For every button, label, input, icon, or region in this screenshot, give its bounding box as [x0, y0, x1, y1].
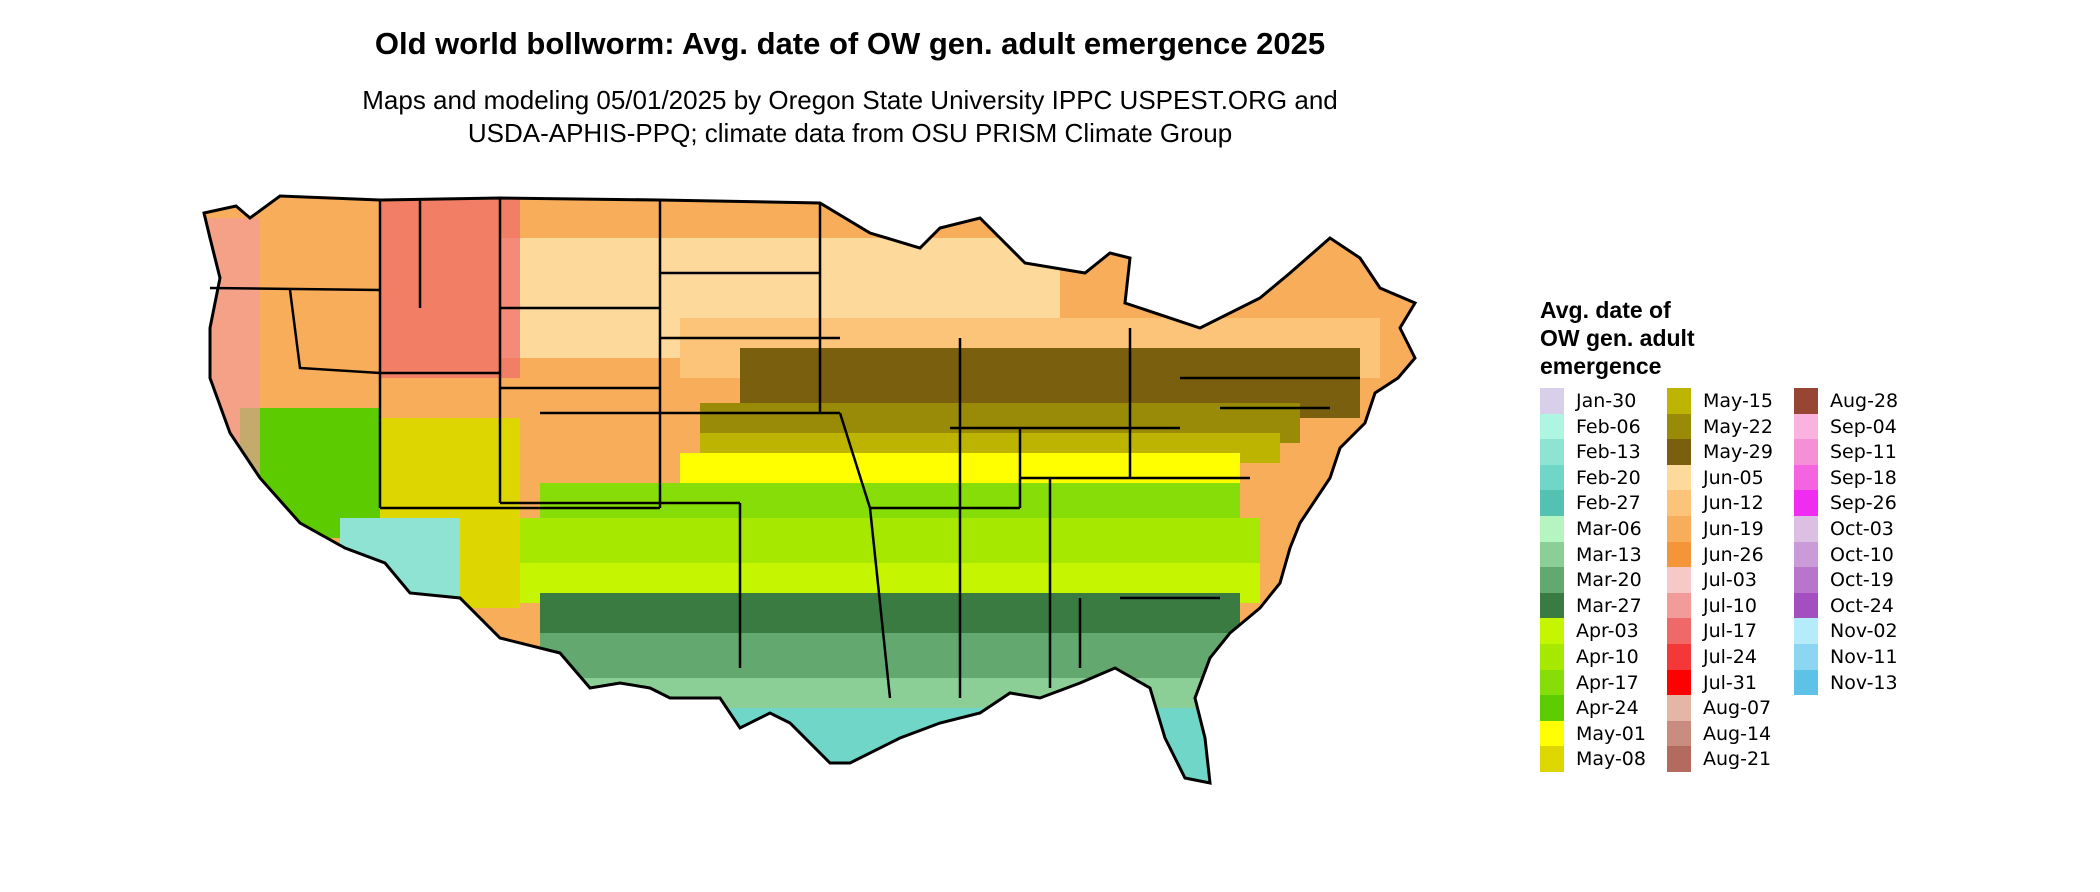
legend-label: Feb-13 [1576, 441, 1641, 464]
legend-swatch [1540, 515, 1564, 542]
legend-label: Feb-27 [1576, 492, 1641, 515]
legend-label: Aug-21 [1703, 748, 1772, 771]
legend-swatch [1667, 464, 1691, 491]
legend-label: Aug-07 [1703, 697, 1772, 720]
legend-label: Jul-10 [1703, 594, 1757, 617]
legend-label: Sep-04 [1830, 415, 1897, 438]
legend-label: May-01 [1576, 722, 1646, 745]
legend-swatch [1540, 720, 1564, 747]
legend-swatch [1794, 439, 1818, 465]
legend-label: Jun-19 [1703, 517, 1764, 540]
legend-swatch [1667, 695, 1691, 721]
legend-swatch [1667, 541, 1691, 568]
legend-swatch [1540, 618, 1564, 644]
legend-swatch [1794, 669, 1818, 696]
legend-swatch [1667, 388, 1691, 414]
legend-label: Aug-14 [1703, 722, 1772, 745]
legend-label: Nov-11 [1830, 645, 1898, 668]
legend-swatch [1794, 592, 1818, 619]
legend-swatch [1794, 413, 1818, 440]
legend-title-line-3: emergence [1540, 353, 1662, 379]
legend-swatch [1794, 618, 1818, 644]
legend-swatch [1540, 541, 1564, 568]
legend-swatch [1540, 669, 1564, 696]
legend-label: Nov-02 [1830, 620, 1898, 643]
legend-label: Mar-06 [1576, 517, 1642, 540]
subtitle-line-1: Maps and modeling 05/01/2025 by Oregon S… [362, 85, 1338, 115]
legend-label: Jun-12 [1703, 492, 1764, 515]
map-title: Old world bollworm: Avg. date of OW gen.… [374, 26, 1326, 61]
legend-label: Jul-31 [1703, 671, 1757, 694]
legend-label: Jun-05 [1703, 466, 1764, 489]
legend-swatch [1540, 567, 1564, 593]
legend-label: May-08 [1576, 748, 1646, 771]
legend-label: Oct-24 [1830, 594, 1894, 617]
legend-label: Feb-06 [1576, 415, 1641, 438]
legend-swatch [1540, 464, 1564, 491]
legend-label: Apr-10 [1576, 645, 1639, 668]
legend-swatch [1794, 464, 1818, 491]
legend-swatch [1794, 515, 1818, 542]
legend-label: Apr-24 [1576, 697, 1639, 720]
legend-label: Nov-13 [1830, 671, 1898, 694]
legend-label: Sep-26 [1830, 492, 1897, 515]
legend-swatch [1667, 618, 1691, 644]
legend-swatch [1667, 439, 1691, 465]
legend-swatch [1667, 746, 1691, 772]
legend-swatch [1794, 567, 1818, 593]
legend-swatch [1540, 490, 1564, 516]
legend-label: Mar-13 [1576, 543, 1642, 566]
legend-title-line-1: Avg. date of [1540, 297, 1671, 323]
map-subtitle: Maps and modeling 05/01/2025 by Oregon S… [0, 84, 1700, 150]
legend-label: Oct-10 [1830, 543, 1894, 566]
legend-swatch [1794, 541, 1818, 568]
us-emergence-map [202, 194, 1418, 785]
legend-label: Mar-27 [1576, 594, 1642, 617]
us-outline [202, 194, 1418, 785]
state-boundaries [209, 198, 1360, 699]
legend-swatch [1540, 643, 1564, 670]
legend-label: Sep-11 [1830, 441, 1897, 464]
legend-label: May-22 [1703, 415, 1773, 438]
legend-swatch [1794, 388, 1818, 414]
legend-swatch [1540, 695, 1564, 721]
legend-title: Avg. date of OW gen. adult emergence [1540, 296, 1695, 380]
legend-label: Jan-30 [1576, 390, 1637, 412]
legend-swatch [1540, 388, 1564, 414]
legend-label: Oct-03 [1830, 517, 1894, 540]
legend-swatch [1667, 592, 1691, 619]
legend-label: May-15 [1703, 390, 1773, 412]
legend-label: Sep-18 [1830, 466, 1897, 489]
legend-swatch [1667, 567, 1691, 593]
legend-label: Jul-24 [1703, 645, 1757, 668]
legend-swatch [1540, 746, 1564, 772]
legend-swatch [1667, 720, 1691, 747]
legend-swatch [1540, 439, 1564, 465]
legend-swatch [1667, 413, 1691, 440]
legend-label: Apr-03 [1576, 620, 1639, 643]
legend-label: Oct-19 [1830, 569, 1894, 592]
legend-swatch [1667, 515, 1691, 542]
legend-swatch [1794, 490, 1818, 516]
legend-swatch [1667, 669, 1691, 696]
legend-swatch [1667, 643, 1691, 670]
legend-label: May-29 [1703, 441, 1773, 464]
legend-label: Jul-17 [1703, 620, 1757, 643]
legend-title-line-2: OW gen. adult [1540, 325, 1695, 351]
legend-label: Feb-20 [1576, 466, 1641, 489]
legend-label: Jul-03 [1703, 569, 1757, 592]
legend-label: Apr-17 [1576, 671, 1639, 694]
legend-label: Mar-20 [1576, 569, 1642, 592]
legend-swatch [1540, 413, 1564, 440]
legend-label: Jun-26 [1703, 543, 1764, 566]
subtitle-line-2: USDA-APHIS-PPQ; climate data from OSU PR… [467, 118, 1233, 148]
legend-label: Aug-28 [1830, 390, 1899, 412]
legend-swatch [1794, 643, 1818, 670]
legend-swatch [1667, 490, 1691, 516]
legend-swatch [1540, 592, 1564, 619]
